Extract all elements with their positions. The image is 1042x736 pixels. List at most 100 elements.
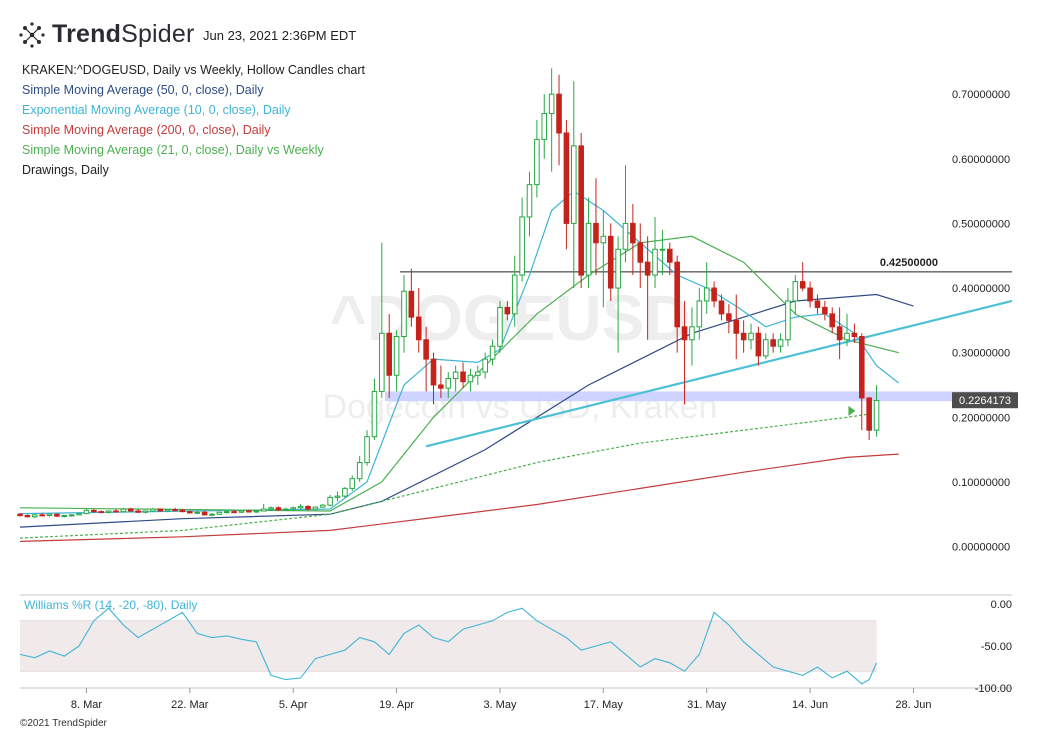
ma-line-0 — [19, 293, 914, 528]
candle-body — [497, 306, 503, 347]
candle-body — [475, 371, 481, 376]
y-tick-label: 0.70000000 — [952, 89, 1010, 101]
ma-line-4 — [19, 413, 870, 539]
candle-body — [253, 510, 260, 513]
brand-name: TrendSpider — [52, 20, 195, 49]
candle-body — [24, 515, 31, 518]
resistance-label: 0.42500000 — [880, 257, 938, 269]
candle-body — [187, 511, 193, 514]
candle-body — [482, 358, 488, 373]
candle-body — [91, 509, 97, 513]
candle-body — [342, 487, 348, 497]
candle-body — [615, 248, 621, 289]
candle-body — [349, 478, 356, 489]
candle-body — [733, 319, 740, 334]
candle-body — [792, 281, 799, 302]
legend-symbol: KRAKEN:^DOGEUSD, Daily vs Weekly, Hollow… — [22, 63, 365, 77]
candle-body — [541, 113, 548, 140]
trendline — [425, 299, 1013, 448]
x-tick-label: 8. Mar — [71, 699, 103, 711]
legend-sma21[interactable]: Simple Moving Average (21, 0, close), Da… — [22, 143, 324, 157]
wr-title: Williams %R (14, -20, -80), Daily — [24, 598, 197, 612]
wr-y-tick-label: 0.00 — [991, 599, 1012, 611]
candle-body — [379, 332, 385, 392]
y-tick-label: 0.20000000 — [952, 412, 1010, 424]
candle-body — [415, 316, 422, 341]
candle-body — [423, 339, 429, 360]
candle-body — [157, 508, 164, 512]
candle-body — [718, 300, 725, 315]
candle-body — [68, 514, 75, 517]
candle-body — [452, 371, 459, 380]
y-tick-label: 0.40000000 — [952, 283, 1010, 295]
candle-body — [438, 384, 444, 389]
candle-body — [305, 505, 311, 510]
candle-body — [172, 509, 178, 512]
candle-body — [238, 510, 245, 513]
candle-body — [703, 287, 710, 302]
candle-body — [548, 93, 555, 115]
signal-marker — [848, 405, 856, 416]
candle-body — [674, 261, 680, 328]
candle-body — [489, 345, 496, 360]
y-tick-label: 0.50000000 — [952, 218, 1010, 230]
brand-bold: Trend — [52, 20, 122, 48]
candle-body — [120, 508, 127, 513]
candle-body — [334, 495, 341, 498]
candle-body — [689, 326, 695, 341]
candle-body — [585, 222, 592, 276]
candle-body — [61, 515, 68, 518]
candle-body — [637, 242, 644, 263]
candle-body — [46, 513, 53, 517]
candle-body — [135, 510, 141, 513]
x-tick-label: 31. May — [687, 699, 727, 711]
candle-body — [223, 511, 230, 514]
legend-drawings[interactable]: Drawings, Daily — [22, 163, 109, 177]
y-tick-label: 0.10000000 — [952, 477, 1010, 489]
legend-ema10[interactable]: Exponential Moving Average (10, 0, close… — [22, 103, 291, 117]
candle-body — [127, 508, 134, 512]
candle-body — [283, 508, 289, 511]
candle-body — [777, 339, 784, 347]
candle-body — [216, 511, 223, 515]
candle-body — [260, 508, 267, 512]
legend-sma200[interactable]: Simple Moving Average (200, 0, close), D… — [22, 123, 271, 137]
candle-body — [822, 306, 828, 315]
legend-sma50[interactable]: Simple Moving Average (50, 0, close), Da… — [22, 83, 264, 97]
candle-body — [652, 248, 658, 276]
candle-body — [401, 290, 407, 338]
candle-body — [467, 374, 474, 383]
wr-band — [20, 620, 877, 672]
candle-body — [740, 332, 747, 341]
candle-body — [297, 505, 304, 509]
candle-body — [814, 300, 821, 308]
candle-body — [630, 222, 636, 244]
candle-body — [607, 235, 614, 289]
candle-body — [31, 514, 38, 518]
candle-body — [364, 436, 370, 464]
candle-body — [770, 339, 776, 347]
candle-body — [504, 306, 511, 315]
candle-body — [644, 261, 651, 276]
candle-body — [275, 507, 282, 511]
candle-body — [667, 248, 673, 263]
candle-body — [578, 145, 584, 276]
candle-body — [246, 510, 252, 513]
candle-body — [873, 399, 880, 431]
y-tick-label: 0.60000000 — [952, 154, 1010, 166]
candle-body — [150, 508, 156, 512]
candle-body — [83, 509, 90, 515]
wr-y-tick-label: -100.00 — [975, 683, 1012, 695]
candle-body — [142, 510, 149, 513]
candle-body — [563, 132, 570, 224]
candle-body — [711, 287, 717, 302]
candle-body — [836, 326, 843, 341]
candle-body — [526, 184, 533, 218]
candle-body — [851, 332, 858, 338]
y-tick-label: 0.00000000 — [952, 542, 1010, 554]
candle-body — [844, 332, 850, 341]
candle-body — [519, 216, 525, 276]
chart-header: TrendSpider Jun 23, 2021 2:36PM EDT — [0, 0, 1042, 60]
copyright: ©2021 TrendSpider — [20, 718, 107, 729]
